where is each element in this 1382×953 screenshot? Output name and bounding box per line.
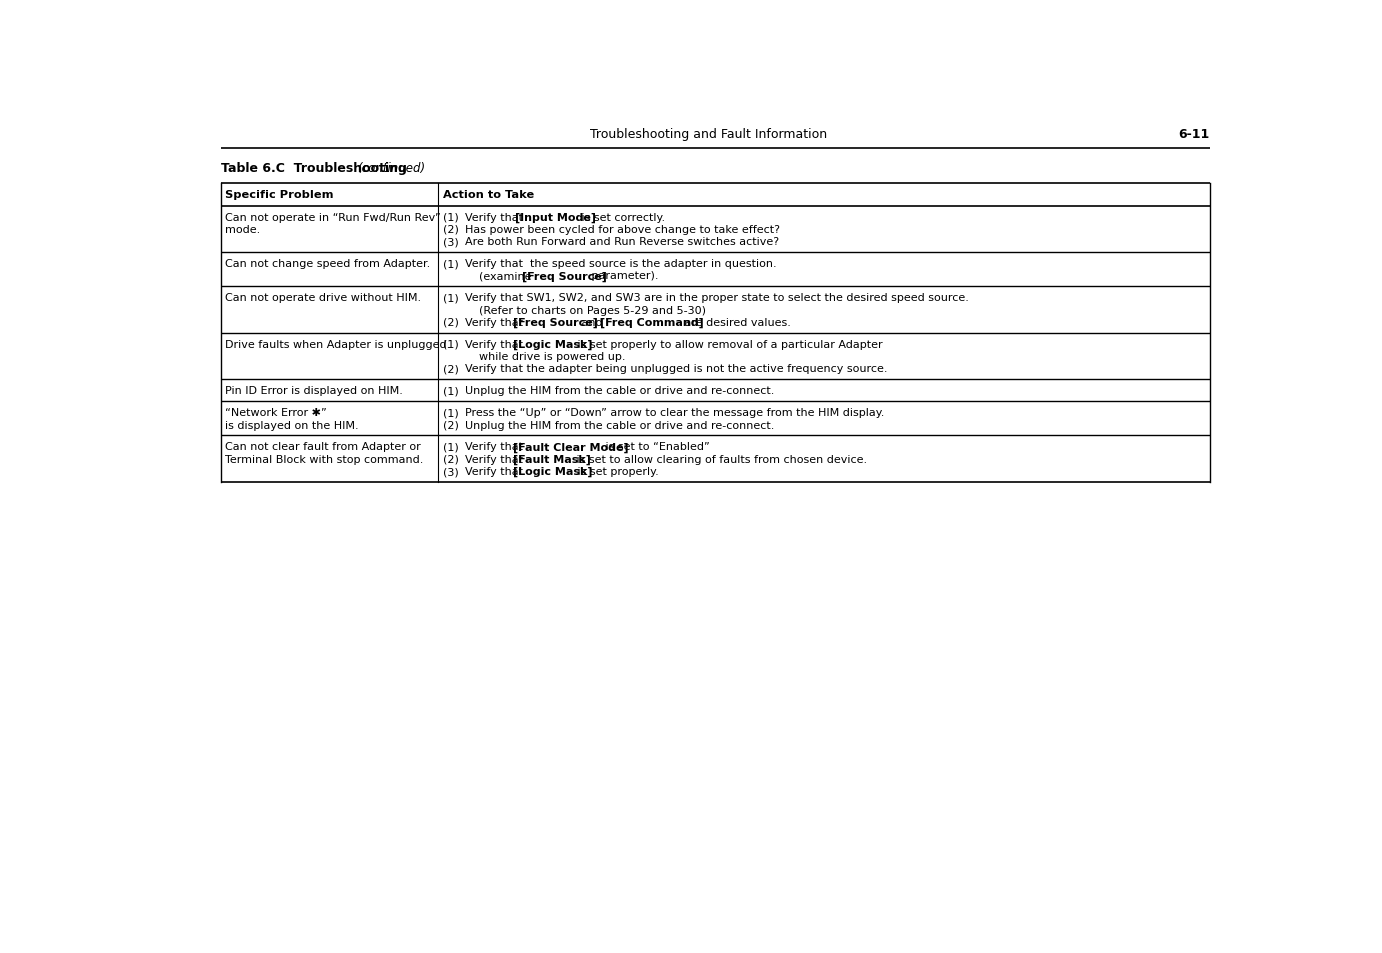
Text: [Fault Clear Mode]: [Fault Clear Mode]: [513, 442, 629, 453]
Text: (2): (2): [444, 420, 459, 430]
Text: (2): (2): [444, 225, 459, 234]
Text: Verify that the adapter being unplugged is not the active frequency source.: Verify that the adapter being unplugged …: [464, 364, 887, 374]
Text: (1): (1): [444, 442, 459, 452]
Text: Drive faults when Adapter is unplugged.: Drive faults when Adapter is unplugged.: [225, 339, 451, 350]
Text: (Refer to charts on Pages 5-29 and 5-30): (Refer to charts on Pages 5-29 and 5-30): [480, 305, 706, 315]
Text: (examine: (examine: [480, 271, 535, 281]
Text: [Logic Mask]: [Logic Mask]: [513, 339, 591, 350]
Text: [Freq Source]: [Freq Source]: [513, 317, 597, 328]
Text: Can not operate in “Run Fwd/Run Rev”: Can not operate in “Run Fwd/Run Rev”: [225, 213, 441, 222]
Text: is set correctly.: is set correctly.: [578, 213, 665, 222]
Text: (1): (1): [444, 259, 459, 269]
Text: Specific Problem: Specific Problem: [225, 190, 333, 200]
Text: Action to Take: Action to Take: [444, 190, 535, 200]
Text: Table 6.C  Troubleshooting: Table 6.C Troubleshooting: [221, 161, 406, 174]
Text: Pin ID Error is displayed on HIM.: Pin ID Error is displayed on HIM.: [225, 386, 402, 395]
Text: Verify that SW1, SW2, and SW3 are in the proper state to select the desired spee: Verify that SW1, SW2, and SW3 are in the…: [464, 293, 969, 303]
Text: [Logic Mask]: [Logic Mask]: [513, 467, 591, 476]
Text: Press the “Up” or “Down” arrow to clear the message from the HIM display.: Press the “Up” or “Down” arrow to clear …: [464, 408, 884, 417]
Text: “Network Error ✱”: “Network Error ✱”: [225, 408, 326, 417]
Text: (1): (1): [444, 408, 459, 417]
Text: Has power been cycled for above change to take effect?: Has power been cycled for above change t…: [464, 225, 779, 234]
Text: is set to “Enabled”: is set to “Enabled”: [603, 442, 710, 452]
Text: mode.: mode.: [225, 225, 260, 234]
Text: [Freq Source]: [Freq Source]: [522, 271, 607, 281]
Text: is set properly to allow removal of a particular Adapter: is set properly to allow removal of a pa…: [574, 339, 883, 350]
Text: Troubleshooting and Fault Information: Troubleshooting and Fault Information: [590, 128, 826, 141]
Text: (1): (1): [444, 293, 459, 303]
Text: is displayed on the HIM.: is displayed on the HIM.: [225, 420, 358, 430]
Text: Verify that: Verify that: [464, 442, 527, 452]
Text: [Freq Command]: [Freq Command]: [600, 317, 703, 328]
Text: (3): (3): [444, 237, 459, 247]
Text: Can not operate drive without HIM.: Can not operate drive without HIM.: [225, 293, 420, 303]
Text: Terminal Block with stop command.: Terminal Block with stop command.: [225, 455, 423, 464]
Text: [Fault Mask]: [Fault Mask]: [513, 455, 590, 464]
Text: [Input Mode]: [Input Mode]: [515, 213, 596, 223]
Text: Can not change speed from Adapter.: Can not change speed from Adapter.: [225, 259, 430, 269]
Text: (1): (1): [444, 339, 459, 350]
Text: (2): (2): [444, 317, 459, 328]
Text: Verify that: Verify that: [464, 317, 527, 328]
Text: while drive is powered up.: while drive is powered up.: [480, 352, 626, 362]
Text: Verify that: Verify that: [464, 339, 527, 350]
Text: (2): (2): [444, 364, 459, 374]
Text: 6-11: 6-11: [1179, 128, 1209, 141]
Text: (continued): (continued): [357, 161, 426, 174]
Text: (1): (1): [444, 386, 459, 395]
Text: parameter).: parameter).: [589, 271, 659, 281]
Text: Can not clear fault from Adapter or: Can not clear fault from Adapter or: [225, 442, 420, 452]
Text: (1): (1): [444, 213, 459, 222]
Text: is set properly.: is set properly.: [574, 467, 659, 476]
Text: are desired values.: are desired values.: [680, 317, 791, 328]
Text: (3): (3): [444, 467, 459, 476]
Text: Verify that  the speed source is the adapter in question.: Verify that the speed source is the adap…: [464, 259, 777, 269]
Text: Verify that: Verify that: [464, 455, 527, 464]
Text: Are both Run Forward and Run Reverse switches active?: Are both Run Forward and Run Reverse swi…: [464, 237, 779, 247]
Text: and: and: [578, 317, 607, 328]
Text: Verify that: Verify that: [464, 467, 527, 476]
Text: Verify that: Verify that: [464, 213, 529, 222]
Text: Unplug the HIM from the cable or drive and re-connect.: Unplug the HIM from the cable or drive a…: [464, 420, 774, 430]
Text: Unplug the HIM from the cable or drive and re-connect.: Unplug the HIM from the cable or drive a…: [464, 386, 774, 395]
Text: is set to allow clearing of faults from chosen device.: is set to allow clearing of faults from …: [574, 455, 867, 464]
Text: (2): (2): [444, 455, 459, 464]
